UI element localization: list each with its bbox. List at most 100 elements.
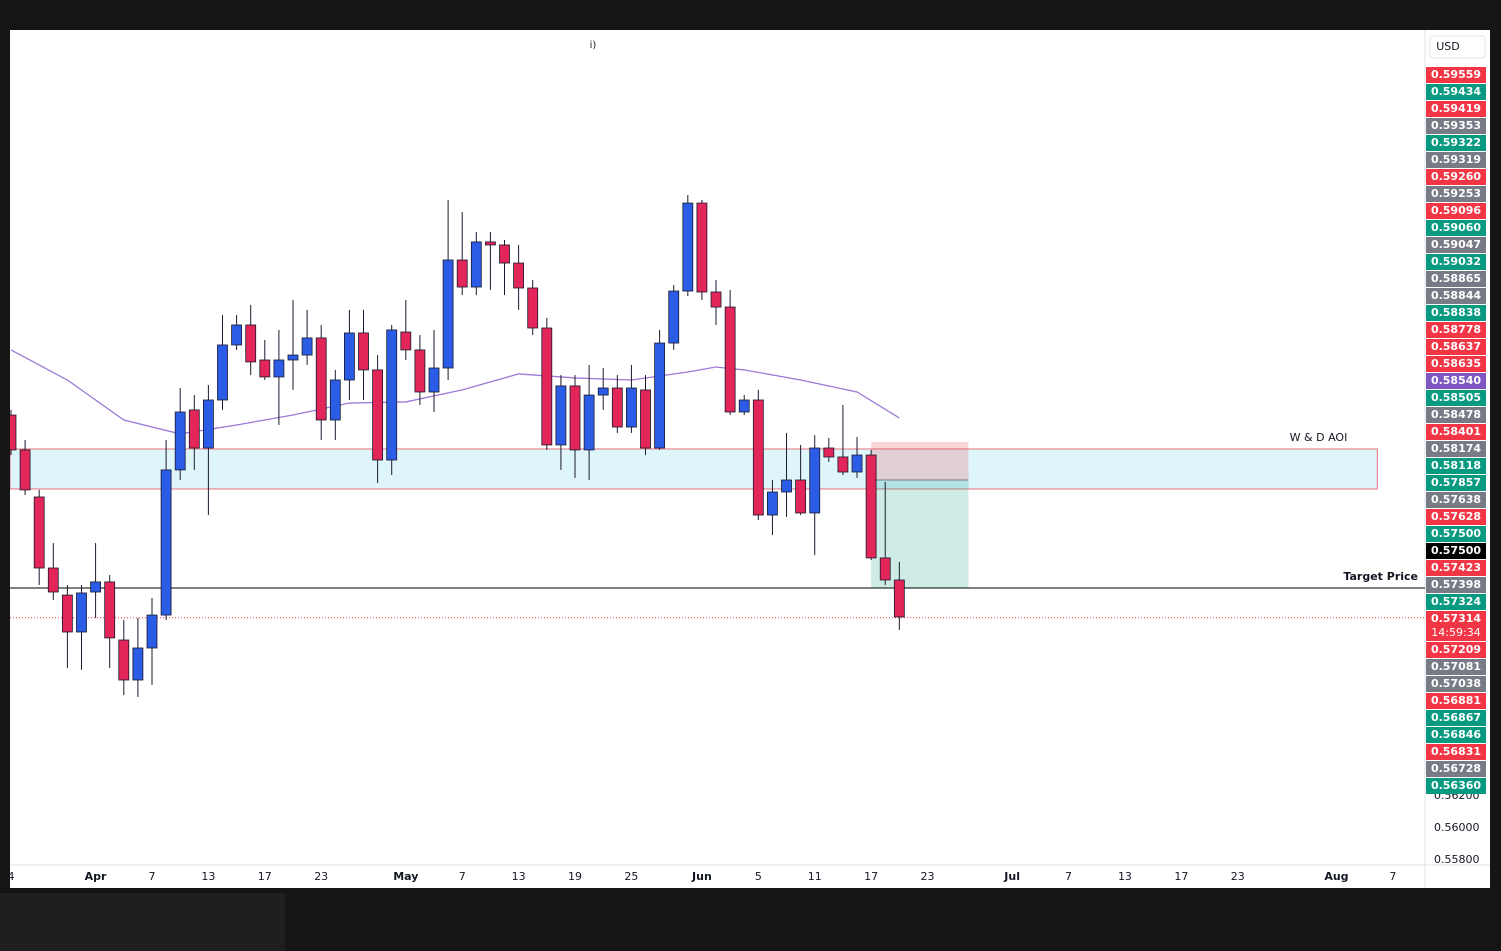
price-label: 0.59559 bbox=[1431, 68, 1481, 81]
price-label: 0.57209 bbox=[1431, 643, 1481, 656]
x-tick-label: Jul bbox=[1003, 870, 1020, 883]
header-text: i) bbox=[590, 40, 597, 51]
candle-body bbox=[329, 379, 341, 421]
candle-body bbox=[386, 329, 398, 461]
y-tick-label: 0.56000 bbox=[1434, 821, 1480, 834]
candle-body bbox=[273, 359, 285, 378]
candle-body bbox=[202, 399, 214, 449]
price-label: 0.58838 bbox=[1431, 306, 1481, 319]
price-label: 0.57324 bbox=[1431, 595, 1481, 608]
price-label: 0.57857 bbox=[1431, 476, 1481, 489]
candle-body bbox=[879, 557, 891, 581]
price-label: 0.59353 bbox=[1431, 119, 1481, 132]
aoi-label: W & D AOI bbox=[1290, 431, 1348, 444]
candle-body bbox=[767, 491, 778, 516]
price-label-bg bbox=[1426, 761, 1486, 777]
candle-body bbox=[90, 581, 101, 593]
candle-body bbox=[10, 414, 17, 451]
price-label: 0.57500 bbox=[1431, 527, 1481, 540]
x-tick-label: Aug bbox=[1324, 870, 1348, 883]
candle-body bbox=[245, 324, 257, 363]
price-label: 0.57500 bbox=[1431, 544, 1481, 557]
price-label-bg bbox=[1426, 611, 1486, 641]
x-tick-label: 7 bbox=[459, 870, 466, 883]
price-label-bg bbox=[1426, 693, 1486, 709]
candle-body bbox=[301, 337, 313, 356]
x-tick-label: 7 bbox=[148, 870, 155, 883]
price-label-bg bbox=[1426, 356, 1486, 372]
price-label: 0.59322 bbox=[1431, 136, 1481, 149]
candle-body bbox=[640, 389, 651, 449]
price-label-bg bbox=[1426, 237, 1486, 253]
price-label-bg bbox=[1426, 727, 1486, 743]
candle-body bbox=[344, 332, 355, 381]
currency-button[interactable] bbox=[1429, 35, 1486, 59]
price-label: 0.58118 bbox=[1431, 459, 1481, 472]
price-label: 0.58844 bbox=[1431, 289, 1481, 302]
candle-body bbox=[837, 456, 849, 473]
price-label-bg bbox=[1426, 676, 1486, 692]
price-label: 0.59096 bbox=[1431, 204, 1481, 217]
x-tick-label: 17 bbox=[1174, 870, 1188, 883]
price-label-bg bbox=[1426, 407, 1486, 423]
price-label: 0.58637 bbox=[1431, 340, 1481, 353]
candle-body bbox=[527, 287, 539, 329]
currency[interactable]: USD bbox=[1436, 40, 1460, 53]
price-label-bg bbox=[1426, 543, 1486, 559]
candle-body bbox=[668, 290, 680, 344]
candle-body bbox=[456, 259, 468, 288]
candle-body bbox=[809, 447, 821, 514]
candle-body bbox=[400, 331, 412, 351]
x-tick-label: 17 bbox=[258, 870, 272, 883]
x-tick-label: May bbox=[393, 870, 418, 883]
moving-average bbox=[10, 349, 900, 435]
candle-body bbox=[174, 411, 186, 471]
candle-body bbox=[583, 394, 595, 451]
price-label-bg bbox=[1426, 271, 1486, 287]
price-label: 0.59060 bbox=[1431, 221, 1481, 234]
price-label: 0.58174 bbox=[1431, 442, 1481, 455]
price-label: 0.58540 bbox=[1431, 374, 1481, 387]
price-label: 0.58505 bbox=[1431, 391, 1481, 404]
candle-body bbox=[259, 359, 271, 378]
candle-body bbox=[188, 409, 200, 449]
chart-background bbox=[10, 30, 1490, 888]
price-label-bg bbox=[1426, 424, 1486, 440]
price-label: 0.56360 bbox=[1431, 779, 1481, 792]
candle-body bbox=[823, 447, 835, 458]
price-label-bg bbox=[1426, 659, 1486, 675]
candle-body bbox=[414, 349, 426, 393]
stop-zone bbox=[871, 441, 969, 480]
candle-body bbox=[19, 449, 31, 491]
price-label: 0.57314 bbox=[1431, 612, 1481, 625]
x-tick-label: 17 bbox=[864, 870, 878, 883]
candle-body bbox=[231, 324, 242, 346]
x-tick-label: 11 bbox=[808, 870, 822, 883]
price-label: 0.56881 bbox=[1431, 694, 1481, 707]
price-label: 0.59032 bbox=[1431, 255, 1481, 268]
price-label-bg bbox=[1426, 441, 1486, 457]
price-label-bg bbox=[1426, 744, 1486, 760]
price-label-bg bbox=[1426, 135, 1486, 151]
price-label-bg bbox=[1426, 339, 1486, 355]
x-tick-label: Apr bbox=[85, 870, 107, 883]
price-label-bg bbox=[1426, 152, 1486, 168]
candle-body bbox=[146, 614, 158, 649]
candle-body bbox=[499, 244, 510, 264]
x-tick-label: 13 bbox=[1118, 870, 1132, 883]
candle-body bbox=[47, 567, 59, 593]
candle-body bbox=[865, 454, 877, 559]
price-label-bg bbox=[1426, 203, 1486, 219]
candle-body bbox=[597, 387, 609, 396]
x-tick-label: 23 bbox=[314, 870, 328, 883]
price-label-bg bbox=[1426, 577, 1486, 593]
price-label-bg bbox=[1426, 288, 1486, 304]
price-label: 0.57081 bbox=[1431, 660, 1481, 673]
candle-body bbox=[738, 399, 750, 413]
price-label: 0.57628 bbox=[1431, 510, 1481, 523]
price-label: 0.57423 bbox=[1431, 561, 1481, 574]
y-tick-label: 0.55800 bbox=[1434, 853, 1480, 866]
price-label: 0.59419 bbox=[1431, 102, 1481, 115]
price-label-bg bbox=[1426, 642, 1486, 658]
